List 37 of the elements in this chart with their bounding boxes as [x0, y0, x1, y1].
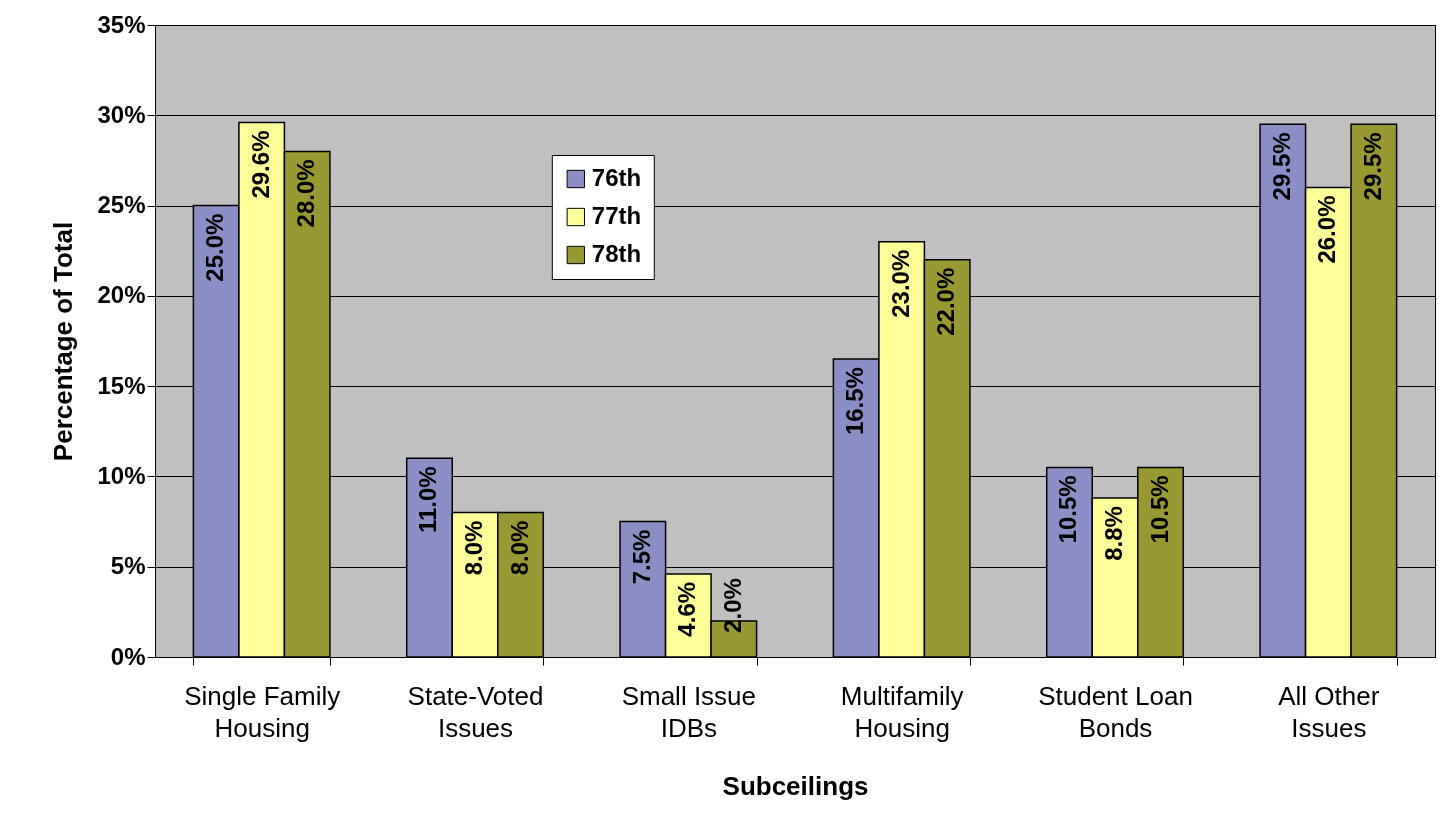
- y-tick-label: 20%: [97, 281, 146, 309]
- data-label: 8.8%: [1100, 506, 1127, 561]
- y-tick-label: 25%: [97, 191, 146, 219]
- x-tick-label: State-Voted Issues: [407, 680, 544, 743]
- data-label: 7.5%: [627, 529, 655, 585]
- data-label: 23.0%: [886, 249, 914, 318]
- x-tick-label: Single Family Housing: [184, 680, 341, 743]
- data-label: 29.5%: [1358, 132, 1386, 201]
- data-label: 26.0%: [1313, 195, 1341, 264]
- data-label: 29.6%: [246, 130, 274, 199]
- data-label: 8.0%: [505, 520, 533, 576]
- legend-label: 76th: [591, 164, 642, 191]
- y-tick-label: 5%: [110, 552, 146, 580]
- legend-label: 78th: [591, 240, 642, 267]
- x-tick-label: Multifamily Housing: [840, 680, 964, 743]
- data-label: 22.0%: [932, 267, 960, 336]
- legend-label: 77th: [591, 202, 642, 229]
- y-tick-label: 15%: [97, 371, 146, 399]
- x-tick-label: All Other Issues: [1278, 680, 1380, 743]
- x-tick-label: Student Loan Bonds: [1038, 680, 1193, 743]
- y-tick-label: 0%: [110, 642, 146, 670]
- y-axis-title: Percentage of Total: [48, 221, 79, 462]
- y-tick-label: 35%: [97, 10, 146, 38]
- data-label: 10.5%: [1054, 475, 1082, 544]
- data-label: 4.6%: [673, 581, 701, 637]
- data-label: 25.0%: [201, 213, 229, 282]
- x-axis-title: Subceilings: [722, 770, 869, 801]
- data-label: 29.5%: [1267, 132, 1295, 201]
- data-label: 8.0%: [460, 520, 487, 576]
- data-label: 2.0%: [718, 578, 746, 633]
- y-tick-label: 30%: [97, 100, 146, 128]
- data-label: 28.0%: [292, 159, 320, 228]
- data-label: 11.0%: [414, 466, 442, 534]
- data-label: 16.5%: [841, 367, 869, 436]
- data-label: 10.5%: [1145, 475, 1173, 544]
- y-tick-label: 10%: [97, 461, 146, 489]
- x-tick-label: Small Issue IDBs: [621, 680, 757, 743]
